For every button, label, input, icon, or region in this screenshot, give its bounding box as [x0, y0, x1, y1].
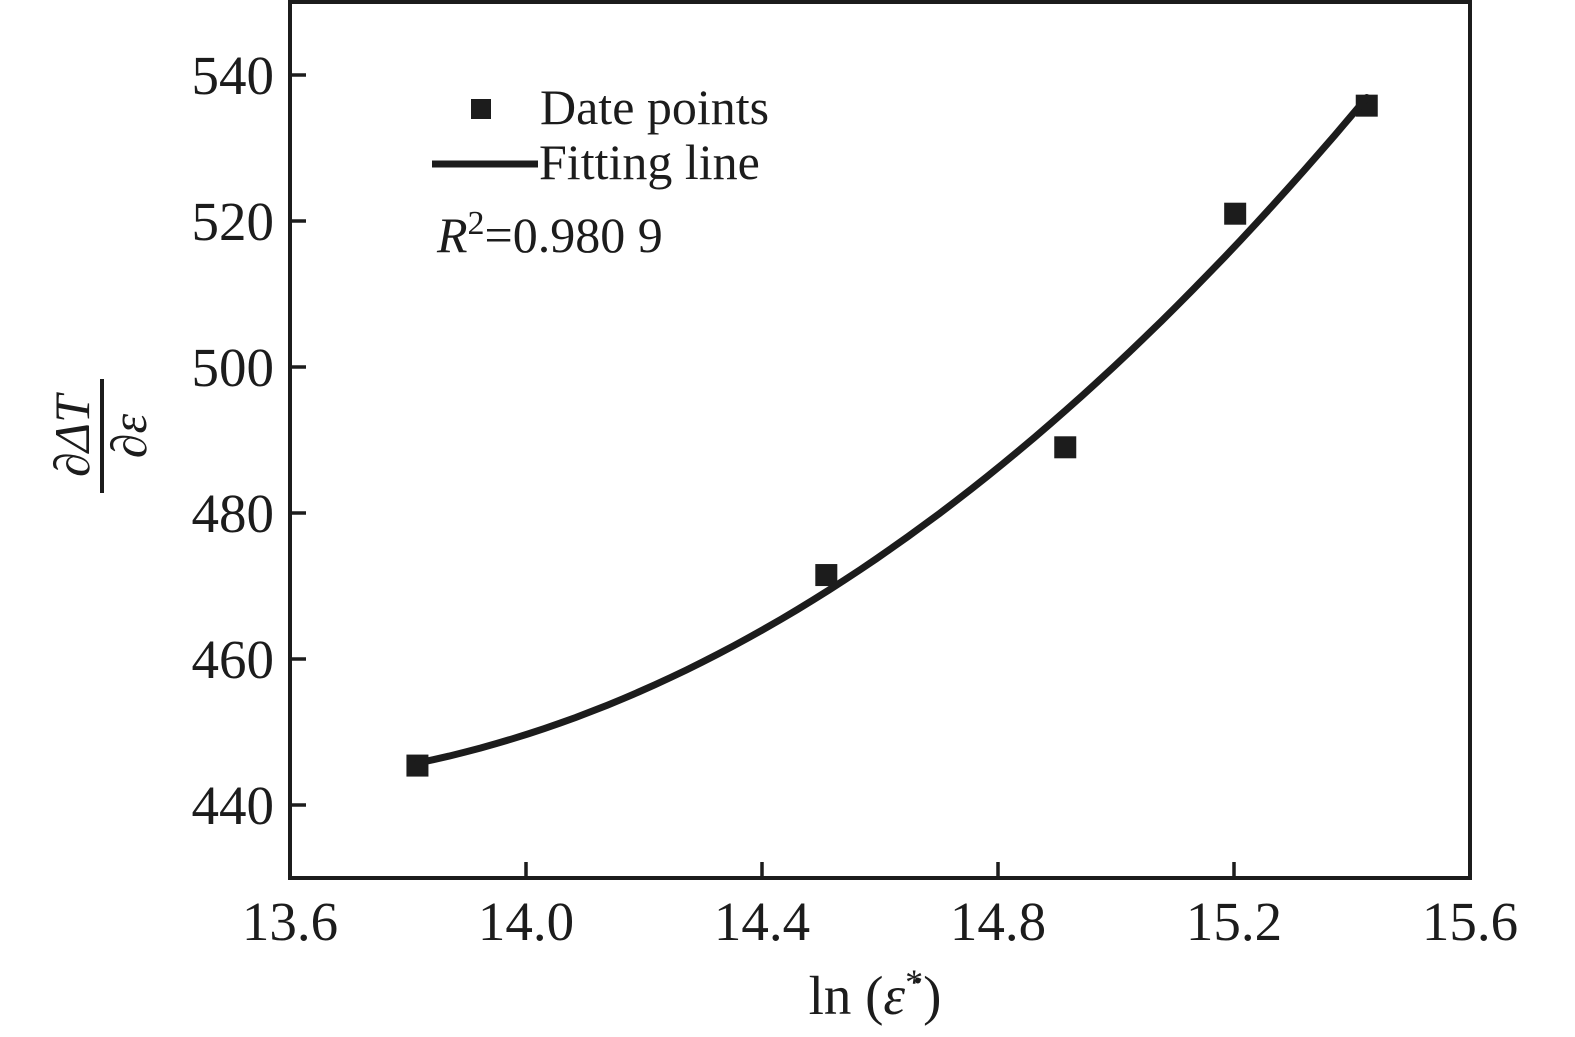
plot-series: [406, 94, 1378, 777]
data-point-marker: [1224, 202, 1247, 225]
x-tick-label: 14.0: [478, 891, 574, 952]
x-tick-label: 15.6: [1422, 891, 1518, 952]
data-point-marker: [1054, 436, 1077, 459]
x-tick-label: 15.2: [1186, 891, 1282, 952]
x-tick-label: 14.4: [714, 891, 810, 952]
legend-marker-square: [471, 99, 491, 119]
legend: Date points Fitting line: [432, 79, 769, 190]
y-axis-label-denominator: ∂ε: [101, 414, 157, 459]
y-tick-label: 500: [192, 337, 275, 398]
x-tick-label: 14.8: [950, 891, 1046, 952]
data-point-marker: [815, 564, 838, 587]
legend-label-data-points: Date points: [540, 79, 769, 135]
y-axis-label: ∂ΔT ∂ε: [44, 379, 157, 493]
y-axis-ticks: 440 460 480 500 520 540: [192, 45, 306, 836]
plot-border: [288, 0, 1472, 880]
y-tick-label: 440: [192, 775, 275, 836]
x-axis-ticks: 13.6 14.0 14.4 14.8 15.2 15.6: [242, 862, 1518, 952]
x-tick-label: 13.6: [242, 891, 338, 952]
x-axis-label: ln (ε̇*): [809, 962, 942, 1026]
y-tick-label: 460: [192, 629, 275, 690]
y-axis-label-numerator: ∂ΔT: [44, 392, 100, 477]
legend-label-fitting-line: Fitting line: [539, 134, 760, 190]
r-squared-annotation: R2=0.980 9: [436, 205, 663, 263]
y-tick-label: 540: [192, 45, 275, 106]
y-tick-label: 480: [192, 483, 275, 544]
y-tick-label: 520: [192, 191, 275, 252]
fitting-line-path: [413, 94, 1371, 767]
